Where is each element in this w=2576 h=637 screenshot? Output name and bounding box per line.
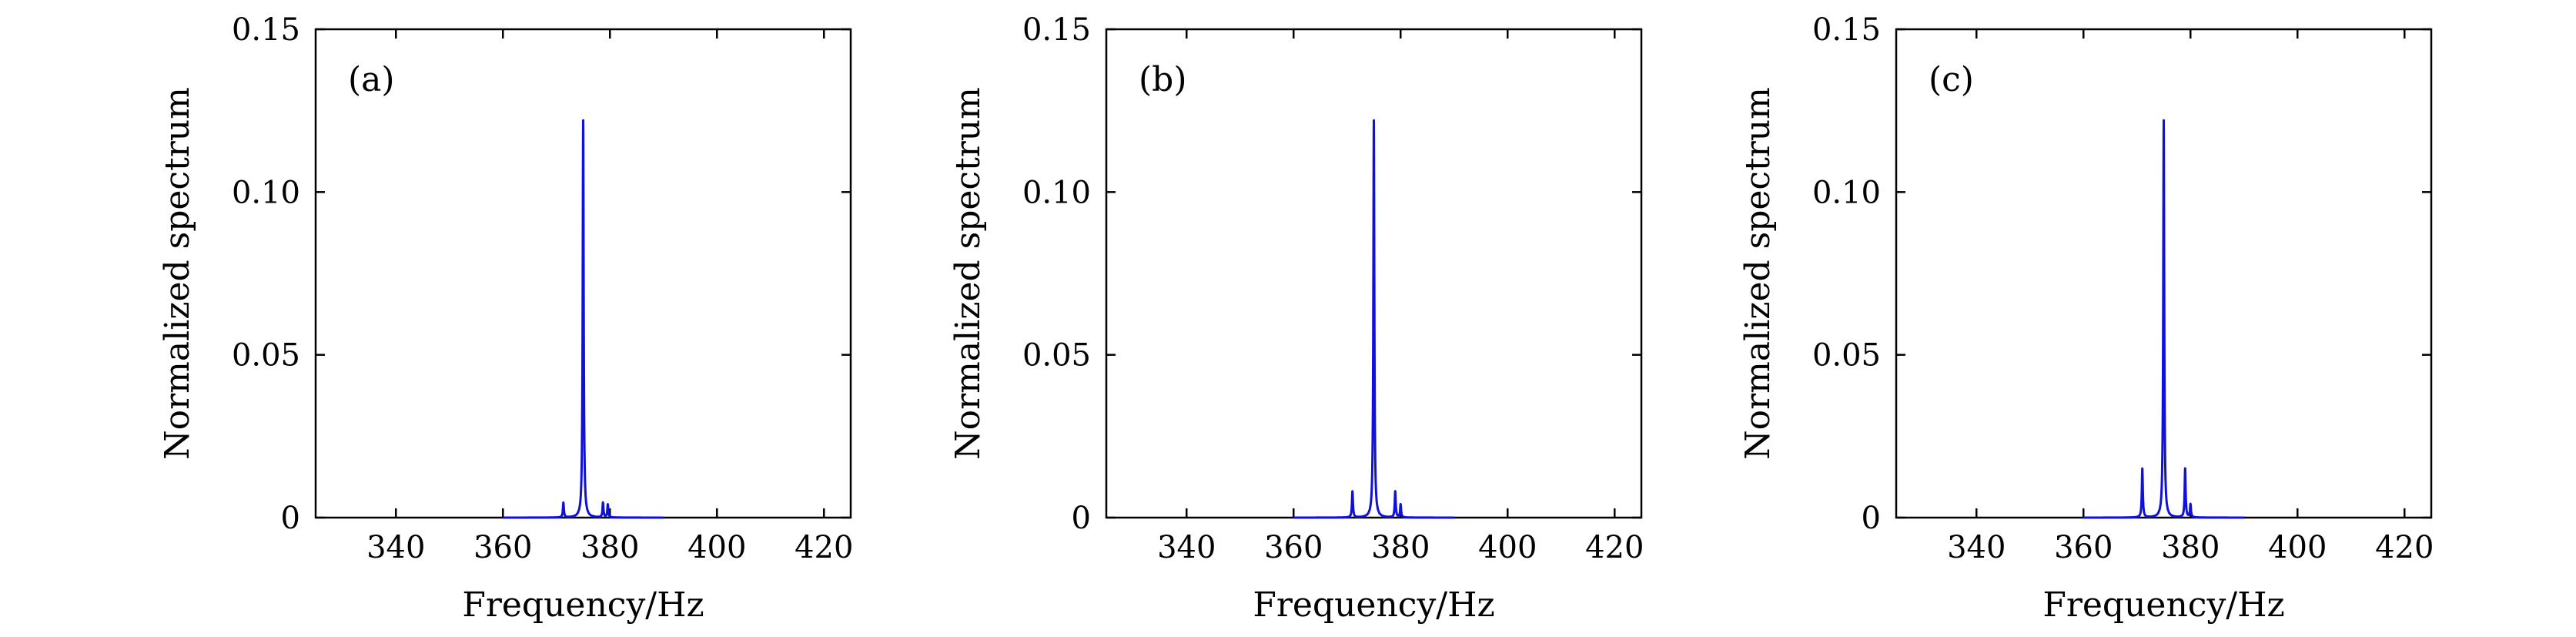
x-tick-label: 360	[1264, 530, 1323, 565]
x-tick-label: 340	[366, 530, 425, 565]
y-tick-label: 0.15	[1812, 12, 1881, 48]
y-tick-label: 0	[281, 501, 300, 536]
panel-label: (c)	[1929, 60, 1974, 99]
panel-label: (a)	[348, 60, 395, 99]
y-tick-label: 0.15	[232, 12, 300, 48]
x-axis-label: Frequency/Hz	[2042, 585, 2284, 625]
x-axis-label: Frequency/Hz	[1253, 585, 1494, 625]
x-tick-label: 400	[687, 530, 746, 565]
x-axis-label: Frequency/Hz	[462, 585, 704, 625]
x-tick-label: 340	[1157, 530, 1216, 565]
x-tick-label: 420	[2375, 530, 2434, 565]
y-tick-label: 0	[1072, 501, 1091, 536]
y-tick-label: 0.15	[1022, 12, 1091, 48]
plot-frame	[1105, 28, 1643, 519]
spectrum-line	[2083, 119, 2244, 519]
x-tick-label: 420	[1585, 530, 1644, 565]
spectrum-line	[1293, 119, 1454, 519]
y-axis-label: Normalized spectrum	[948, 87, 988, 460]
x-tick-label: 360	[473, 530, 532, 565]
y-tick-label: 0	[1862, 501, 1881, 536]
chart-panel-b: 340 360 380 400 420 0 0.05 0.10 0.15 Frequency/Hz…	[948, 12, 1644, 625]
x-tick-label: 420	[795, 530, 853, 565]
x-tick-label: 380	[580, 530, 639, 565]
y-tick-label: 0.10	[232, 175, 300, 210]
panel-label: (b)	[1139, 60, 1187, 99]
x-tick-label: 400	[2268, 530, 2327, 565]
x-tick-label: 380	[2161, 530, 2220, 565]
chart-panel-c: 340 360 380 400 420 0 0.05 0.10 0.15 Frequency/Hz…	[1738, 12, 2434, 625]
chart-panel-a: 340 360 380 400 420 0 0.05 0.10 0.15 Frequency/Hz…	[158, 12, 853, 625]
x-tick-label: 360	[2054, 530, 2113, 565]
x-tick-label: 400	[1478, 530, 1537, 565]
plot-frame	[314, 28, 852, 519]
y-axis-label: Normalized spectrum	[158, 87, 197, 460]
y-tick-label: 0.05	[232, 338, 300, 374]
y-axis-label: Normalized spectrum	[1738, 87, 1778, 460]
y-tick-label: 0.05	[1812, 338, 1881, 374]
y-tick-label: 0.10	[1812, 175, 1881, 210]
spectrum-line	[503, 119, 664, 519]
x-tick-label: 340	[1947, 530, 2006, 565]
x-tick-label: 380	[1371, 530, 1430, 565]
y-tick-label: 0.10	[1022, 175, 1091, 210]
y-tick-label: 0.05	[1022, 338, 1091, 374]
plot-frame	[1895, 28, 2433, 519]
